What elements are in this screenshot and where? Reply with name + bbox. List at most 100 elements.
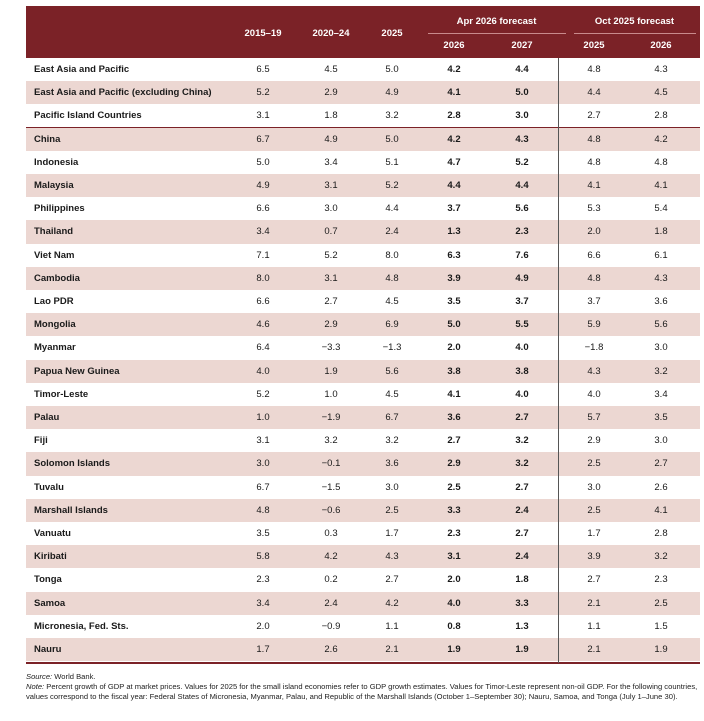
cell-2025: 1.7 bbox=[385, 528, 399, 539]
cell-2025: 2.1 bbox=[385, 644, 399, 655]
cell-2015-19: 1.7 bbox=[256, 644, 270, 655]
cell-oct-2026: 1.5 bbox=[654, 620, 668, 632]
cell-apr-2027: 4.0 bbox=[515, 342, 529, 354]
cell-apr-2026: 2.7 bbox=[447, 435, 461, 447]
cell-2015-19: 4.9 bbox=[256, 180, 270, 191]
cell-oct-2025: 4.8 bbox=[587, 64, 601, 75]
cell-2020-24: 3.1 bbox=[324, 180, 338, 191]
cell-2015-19: 4.6 bbox=[256, 319, 270, 331]
cell-apr-2027: 1.8 bbox=[515, 574, 529, 586]
table-row: China 6.7 4.9 5.0 4.2 4.3 4.8 4.2 bbox=[26, 127, 700, 151]
cell-2020-24: 1.8 bbox=[324, 110, 338, 122]
cell-apr-2026: 4.7 bbox=[447, 156, 461, 168]
cell-2015-19: 6.6 bbox=[256, 203, 270, 215]
cell-2020-24: −0.6 bbox=[321, 504, 341, 516]
note-line: Note: Percent growth of GDP at market pr… bbox=[26, 682, 700, 702]
row-label: Myanmar bbox=[34, 342, 76, 354]
cell-apr-2027: 4.0 bbox=[515, 388, 529, 400]
header-apr-2026: 2026 bbox=[443, 40, 465, 51]
table-row: Kiribati 5.8 4.2 4.3 3.1 2.4 3.9 3.2 bbox=[26, 545, 700, 569]
cell-apr-2026: 4.2 bbox=[447, 64, 461, 75]
cell-2015-19: 7.1 bbox=[256, 249, 270, 261]
cell-apr-2026: 1.3 bbox=[447, 226, 461, 238]
cell-2020-24: 4.5 bbox=[324, 64, 338, 75]
cell-2025: 4.5 bbox=[385, 388, 399, 400]
cell-oct-2025: 2.5 bbox=[587, 504, 601, 516]
cell-oct-2026: 4.2 bbox=[654, 133, 668, 145]
table-row: Indonesia 5.0 3.4 5.1 4.7 5.2 4.8 4.8 bbox=[26, 151, 700, 174]
forecast-divider bbox=[558, 58, 559, 664]
cell-oct-2026: 3.6 bbox=[654, 296, 668, 307]
cell-oct-2026: 4.3 bbox=[654, 64, 668, 75]
cell-apr-2027: 1.9 bbox=[515, 644, 529, 655]
cell-apr-2027: 5.0 bbox=[515, 87, 529, 99]
cell-2020-24: 1.0 bbox=[324, 388, 338, 400]
table-row: Myanmar 6.4 −3.3 −1.3 2.0 4.0 −1.8 3.0 bbox=[26, 336, 700, 359]
cell-apr-2027: 7.6 bbox=[515, 249, 529, 261]
cell-apr-2027: 5.5 bbox=[515, 319, 529, 331]
gdp-growth-table: 2015–19 2020–24 2025 Apr 2026 forecast 2… bbox=[26, 6, 700, 664]
cell-apr-2027: 2.7 bbox=[515, 528, 529, 539]
cell-apr-2027: 3.8 bbox=[515, 365, 529, 377]
cell-apr-2026: 5.0 bbox=[447, 319, 461, 331]
header-apr-underline bbox=[428, 33, 566, 34]
cell-oct-2026: 4.1 bbox=[654, 504, 668, 516]
cell-apr-2026: 4.1 bbox=[447, 388, 461, 400]
table-row: Palau 1.0 −1.9 6.7 3.6 2.7 5.7 3.5 bbox=[26, 406, 700, 430]
row-label: East Asia and Pacific (excluding China) bbox=[34, 87, 212, 99]
cell-oct-2025: 6.6 bbox=[587, 249, 601, 261]
cell-oct-2026: 5.6 bbox=[654, 319, 668, 331]
cell-2015-19: 2.3 bbox=[256, 574, 270, 586]
table-row: Fiji 3.1 3.2 3.2 2.7 3.2 2.9 3.0 bbox=[26, 429, 700, 452]
cell-apr-2027: 4.3 bbox=[515, 133, 529, 145]
cell-2020-24: 4.2 bbox=[324, 551, 338, 563]
row-label: Micronesia, Fed. Sts. bbox=[34, 620, 129, 632]
row-label: Solomon Islands bbox=[34, 458, 111, 470]
table-header: 2015–19 2020–24 2025 Apr 2026 forecast 2… bbox=[26, 6, 700, 58]
header-oct-group: Oct 2025 forecast bbox=[594, 16, 675, 27]
table-row: Cambodia 8.0 3.1 4.8 3.9 4.9 4.8 4.3 bbox=[26, 266, 700, 290]
cell-2020-24: 0.3 bbox=[324, 528, 338, 539]
cell-oct-2025: 5.3 bbox=[587, 203, 601, 215]
table-row: Vanuatu 3.5 0.3 1.7 2.3 2.7 1.7 2.8 bbox=[26, 522, 700, 545]
cell-oct-2025: 1.1 bbox=[587, 620, 601, 632]
table-row: East Asia and Pacific 6.5 4.5 5.0 4.2 4.4 4.8 4… bbox=[26, 58, 700, 81]
cell-2015-19: 5.2 bbox=[256, 87, 270, 99]
cell-apr-2027: 4.4 bbox=[515, 180, 529, 191]
cell-2015-19: 6.7 bbox=[256, 133, 270, 145]
cell-2015-19: 3.5 bbox=[256, 528, 270, 539]
cell-2015-19: 1.0 bbox=[256, 412, 270, 423]
cell-2020-24: 3.2 bbox=[324, 435, 338, 447]
cell-oct-2026: 3.2 bbox=[654, 365, 668, 377]
cell-2025: −1.3 bbox=[382, 342, 402, 354]
cell-oct-2025: 2.0 bbox=[587, 226, 601, 238]
cell-2020-24: 0.2 bbox=[324, 574, 338, 586]
cell-oct-2026: 2.3 bbox=[654, 574, 668, 586]
header-oct-underline bbox=[574, 33, 696, 34]
cell-2020-24: 2.7 bbox=[324, 296, 338, 307]
row-label: Lao PDR bbox=[34, 296, 74, 307]
cell-2025: 4.4 bbox=[385, 203, 399, 215]
cell-apr-2027: 4.9 bbox=[515, 272, 529, 284]
cell-apr-2027: 2.4 bbox=[515, 551, 529, 563]
cell-2020-24: −0.1 bbox=[321, 458, 341, 470]
table-row: Nauru 1.7 2.6 2.1 1.9 1.9 2.1 1.9 bbox=[26, 638, 700, 662]
cell-2015-19: 4.0 bbox=[256, 365, 270, 377]
note-label: Note: bbox=[26, 682, 45, 691]
cell-apr-2026: 4.4 bbox=[447, 180, 461, 191]
row-label: Viet Nam bbox=[34, 249, 75, 261]
cell-apr-2027: 3.2 bbox=[515, 435, 529, 447]
cell-oct-2025: 4.1 bbox=[587, 180, 601, 191]
cell-apr-2027: 1.3 bbox=[515, 620, 529, 632]
cell-apr-2027: 2.7 bbox=[515, 481, 529, 493]
cell-oct-2026: 4.3 bbox=[654, 272, 668, 284]
table-row: Papua New Guinea 4.0 1.9 5.6 3.8 3.8 4.3 3.2 bbox=[26, 359, 700, 383]
table-row: Samoa 3.4 2.4 4.2 4.0 3.3 2.1 2.5 bbox=[26, 591, 700, 615]
cell-oct-2025: 4.3 bbox=[587, 365, 601, 377]
cell-oct-2025: 3.7 bbox=[587, 296, 601, 307]
cell-apr-2027: 2.3 bbox=[515, 226, 529, 238]
cell-2020-24: −1.9 bbox=[321, 412, 341, 423]
cell-oct-2026: 3.0 bbox=[654, 435, 668, 447]
row-label: China bbox=[34, 133, 61, 145]
cell-oct-2025: −1.8 bbox=[584, 342, 604, 354]
